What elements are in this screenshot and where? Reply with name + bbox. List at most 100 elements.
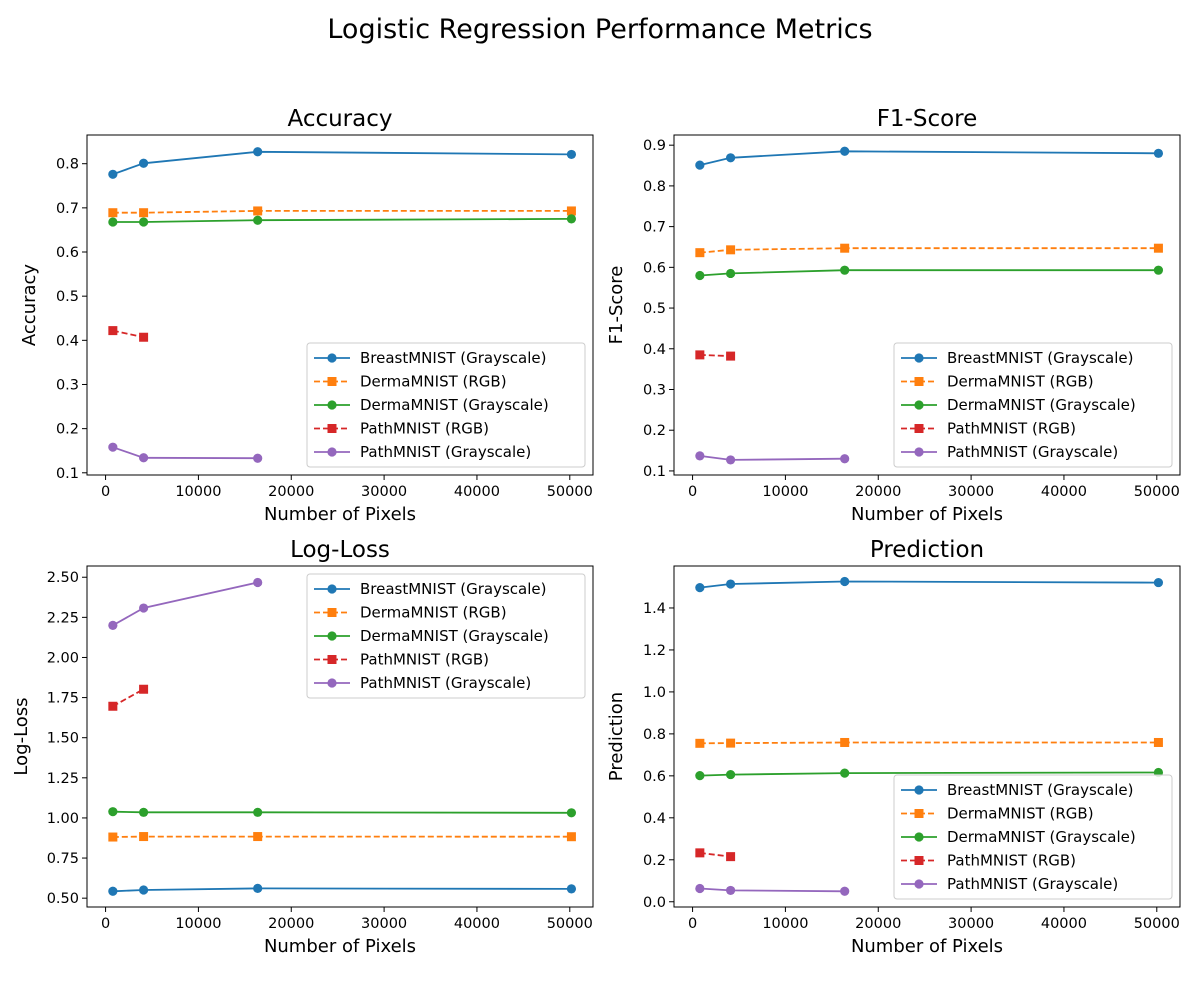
x-tick-label: 0 xyxy=(101,484,110,500)
data-point xyxy=(726,351,736,361)
legend-label: PathMNIST (RGB) xyxy=(947,420,1076,438)
y-tick-label: 2.25 xyxy=(47,610,79,626)
data-point xyxy=(108,208,118,218)
data-point xyxy=(695,160,705,170)
data-point xyxy=(725,455,736,465)
data-point xyxy=(695,883,705,894)
legend-marker xyxy=(327,608,337,617)
series-dermamnist-rgb xyxy=(108,832,576,842)
x-tick-label: 0 xyxy=(101,916,110,932)
series-line xyxy=(699,247,1159,254)
y-tick-label: 2.00 xyxy=(47,650,79,666)
x-tick-label: 50000 xyxy=(547,916,593,932)
data-point xyxy=(138,217,149,227)
legend-label: DermaMNIST (Grayscale) xyxy=(947,828,1136,846)
y-axis-label: Prediction xyxy=(606,692,627,781)
data-point xyxy=(253,147,263,157)
data-point xyxy=(725,153,736,163)
series-line xyxy=(112,150,572,176)
series-dermamnist-grayscale xyxy=(695,265,1164,281)
x-tick-label: 0 xyxy=(688,484,697,500)
x-tick-label: 40000 xyxy=(1041,484,1087,500)
data-point xyxy=(138,885,149,895)
y-tick-label: 1.50 xyxy=(47,731,79,747)
y-tick-label: 0.5 xyxy=(643,301,666,317)
legend-label: BreastMNIST (Grayscale) xyxy=(360,580,547,598)
y-tick-label: 1.25 xyxy=(47,771,79,787)
data-point xyxy=(1153,577,1164,588)
legend-label: DermaMNIST (Grayscale) xyxy=(947,396,1136,414)
data-point xyxy=(138,807,149,817)
x-tick-label: 30000 xyxy=(361,916,407,932)
legend-marker xyxy=(914,856,924,865)
legend-marker xyxy=(914,377,924,386)
y-tick-label: 2.50 xyxy=(47,570,79,586)
y-tick-label: 0.5 xyxy=(56,289,79,305)
series-pathmnist-rgb xyxy=(695,848,736,862)
legend-marker xyxy=(914,424,924,433)
data-point xyxy=(566,884,577,894)
series-line xyxy=(699,741,1159,745)
data-point xyxy=(253,577,263,588)
x-tick-label: 50000 xyxy=(1134,484,1180,500)
subplot-title: F1-Score xyxy=(877,106,978,132)
legend-box xyxy=(306,342,586,468)
legend-label: PathMNIST (RGB) xyxy=(947,852,1076,870)
series-pathmnist-rgb xyxy=(108,326,149,342)
data-point xyxy=(138,603,149,613)
subplot-0: Accuracy 0 10000 20000 30000 40000 50000 0.1 0.2… xyxy=(19,106,594,525)
data-point xyxy=(840,576,850,587)
y-tick-label: 0.9 xyxy=(643,138,666,154)
legend-label: DermaMNIST (Grayscale) xyxy=(360,396,549,414)
series-breastmnist-grayscale xyxy=(108,147,577,179)
plot-frame xyxy=(86,134,594,476)
series-dermamnist-grayscale xyxy=(108,807,577,818)
y-axis-label: Log-Loss xyxy=(11,697,32,775)
series-pathmnist-grayscale xyxy=(108,577,263,630)
series-line xyxy=(112,887,572,893)
series-line xyxy=(699,852,731,858)
y-tick-label: 0.6 xyxy=(643,769,666,785)
series-dermamnist-rgb xyxy=(695,737,1163,748)
x-tick-label: 30000 xyxy=(948,484,994,500)
series-line xyxy=(699,771,1159,777)
legend-marker xyxy=(914,879,924,889)
data-point xyxy=(695,451,705,461)
y-tick-label: 0.6 xyxy=(56,245,79,261)
y-tick-label: 0.7 xyxy=(56,201,79,217)
data-point xyxy=(253,832,263,842)
y-tick-label: 1.2 xyxy=(643,643,666,659)
y-tick-label: 0.2 xyxy=(643,853,666,869)
x-tick-label: 10000 xyxy=(762,916,808,932)
y-tick-label: 0.8 xyxy=(56,157,79,173)
x-tick-label: 40000 xyxy=(454,484,500,500)
y-tick-label: 1.75 xyxy=(47,691,79,707)
data-point xyxy=(253,206,263,216)
data-point xyxy=(253,883,263,893)
x-axis-label: Number of Pixels xyxy=(851,936,1003,957)
series-pathmnist-rgb xyxy=(108,684,149,711)
series-line xyxy=(112,218,572,223)
y-tick-label: 0.2 xyxy=(56,422,79,438)
legend-marker xyxy=(327,400,337,410)
subplot-1: F1-Score 0 10000 20000 30000 40000 50000 0.1 0.2… xyxy=(606,106,1181,525)
series-pathmnist-rgb xyxy=(695,350,736,361)
data-point xyxy=(695,583,705,593)
data-point xyxy=(840,768,850,778)
legend: BreastMNIST (Grayscale) DermaMNIST (RGB) D… xyxy=(893,774,1173,900)
data-point xyxy=(695,350,705,360)
y-tick-label: 0.0 xyxy=(643,895,666,911)
data-point xyxy=(253,807,263,817)
data-point xyxy=(725,885,736,896)
legend-label: PathMNIST (RGB) xyxy=(360,651,489,669)
figure-title: Logistic Regression Performance Metrics xyxy=(327,14,873,45)
legend-label: PathMNIST (Grayscale) xyxy=(947,443,1118,461)
data-point xyxy=(139,208,149,218)
data-point xyxy=(108,442,118,452)
y-tick-label: 0.50 xyxy=(47,891,79,907)
x-tick-label: 30000 xyxy=(948,916,994,932)
subplot-title: Accuracy xyxy=(287,106,392,132)
series-line xyxy=(699,354,731,357)
data-point xyxy=(138,158,149,168)
series-breastmnist-grayscale xyxy=(695,146,1164,170)
